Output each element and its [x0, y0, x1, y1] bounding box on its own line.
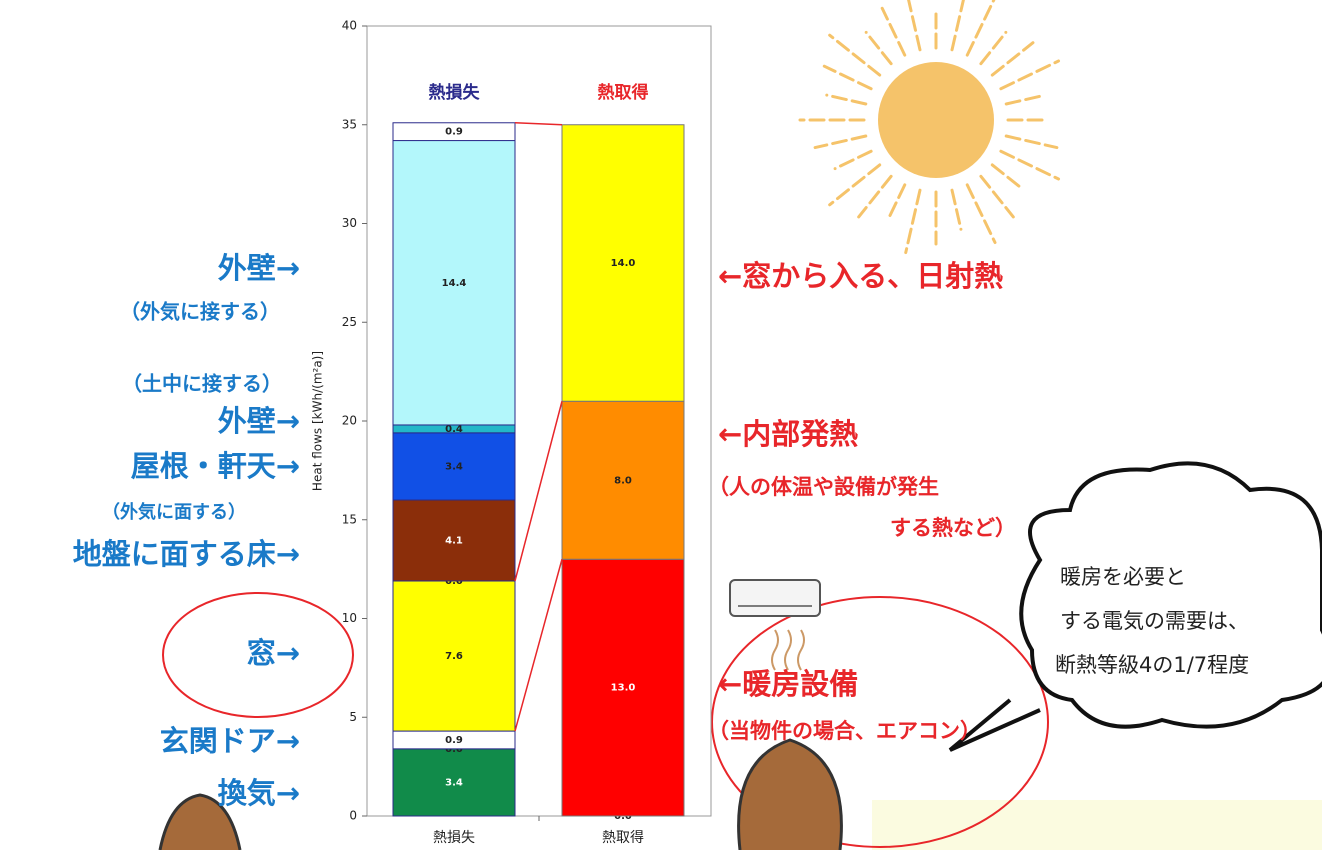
sun-ray [828, 163, 882, 207]
bar-segment [561, 124, 685, 402]
annotation: 地盤に面する床→ [73, 537, 300, 571]
value-label: 3.4 [445, 777, 463, 788]
value-label: 0.9 [445, 127, 463, 138]
bubble-text: する電気の需要は、 [1060, 609, 1249, 633]
y-tick-label: 10 [342, 611, 357, 625]
bar-segment [392, 140, 516, 426]
value-label: 13.0 [611, 683, 636, 694]
bar-segment [561, 558, 685, 817]
y-tick-label: 40 [342, 19, 357, 33]
sun-ray [965, 183, 997, 245]
sun-ray [825, 93, 868, 106]
annotation: 外壁→ [218, 404, 300, 438]
annotation: ←内部発熱 [718, 417, 858, 451]
column-header: 熱取得 [598, 82, 649, 103]
y-tick-label: 15 [342, 512, 357, 526]
value-label: 14.0 [611, 258, 636, 269]
connector-line [514, 401, 563, 582]
air-conditioner [729, 579, 821, 671]
sun-ray [857, 174, 893, 219]
annotation: （外気に接する） [120, 300, 280, 324]
annotation: 窓→ [247, 636, 300, 670]
person [158, 738, 843, 850]
annotation: ←暖房設備 [718, 667, 858, 701]
bar-segment [561, 400, 685, 560]
sun-ray [950, 0, 965, 52]
sun-ray [904, 188, 922, 255]
value-label: 0.4 [445, 424, 463, 435]
sun-ray [999, 149, 1061, 181]
sun-ray [1004, 93, 1047, 106]
highlight-ellipse [711, 596, 1049, 848]
bar-segment [392, 122, 516, 142]
sun-ray [990, 163, 1026, 192]
annotation: 換気→ [218, 776, 300, 810]
connector-line [514, 559, 563, 732]
bubble-text: 暖房を必要と [1060, 565, 1186, 589]
speech-bubble [948, 461, 1322, 752]
sun-ray [990, 41, 1035, 77]
annotation: ←窓から入る、日射熱 [718, 259, 1003, 293]
value-label: 7.6 [445, 651, 463, 662]
plot: 0510152025303540熱損失熱損失熱取得熱取得3.40.00.97.6… [342, 19, 712, 846]
annotation: （土中に接する） [122, 372, 282, 396]
sun-ray [828, 33, 882, 77]
x-tick-label: 熱取得 [602, 829, 644, 846]
y-tick-label: 35 [342, 117, 357, 131]
footer-panel [872, 800, 1322, 850]
annotation: する熱など） [890, 516, 1016, 540]
connector-line [514, 122, 563, 126]
value-label: 3.4 [445, 461, 463, 472]
highlight-ellipse [162, 592, 354, 718]
sun [798, 0, 1061, 255]
value-label: 14.4 [442, 278, 467, 289]
column-header: 熱損失 [429, 82, 481, 103]
y-axis-label: Heat flows [kWh/(m²a)] [311, 351, 325, 491]
y-tick-label: 30 [342, 216, 357, 230]
sun-ray [822, 64, 873, 91]
annotation: （当物件の場合、エアコン） [708, 719, 981, 743]
x-tick-label: 熱損失 [433, 830, 475, 846]
sun-ray [885, 183, 907, 223]
y-tick-label: 5 [349, 710, 357, 724]
value-label: 8.0 [614, 475, 632, 486]
annotation: 玄関ドア→ [160, 724, 300, 758]
y-tick-label: 0 [349, 809, 357, 823]
sun-ray [833, 149, 873, 171]
bar-segment [392, 499, 516, 582]
sun-ray [907, 0, 922, 52]
bar-segment [392, 432, 516, 501]
annotation: （人の体温や設備が発生 [708, 475, 939, 499]
sun-ray [979, 174, 1015, 219]
sun-ray [950, 188, 963, 231]
bar-segment [392, 748, 516, 817]
y-tick-label: 20 [342, 414, 357, 428]
value-label: 4.1 [445, 535, 463, 546]
sun-ray [1004, 134, 1059, 150]
annotation: （外気に面する） [102, 501, 246, 523]
sun-ray [880, 6, 907, 57]
bubble-text: 断熱等級4の1/7程度 [1055, 653, 1249, 677]
sun-ray [813, 134, 868, 150]
sun-ray [999, 59, 1061, 91]
annotation: 屋根・軒天→ [131, 449, 300, 483]
sun-ray [979, 30, 1008, 66]
annotation: 外壁→ [218, 251, 300, 285]
value-label: 0.9 [445, 735, 463, 746]
sun-ray [965, 0, 996, 57]
sun-ray [864, 30, 893, 66]
y-tick-label: 25 [342, 315, 357, 329]
